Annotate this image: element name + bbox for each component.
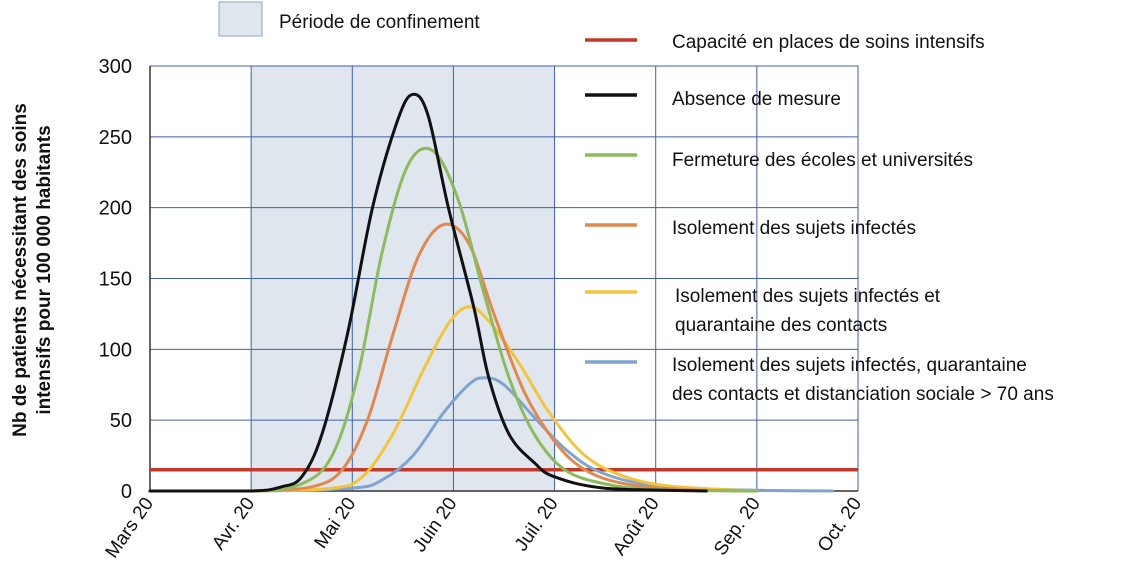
y-tick-label: 200 [99,198,132,220]
x-tick-label: Juin 20 [409,494,461,556]
legend: Période de confinement Capacité en place… [218,1,1054,405]
legend-label-series-4-line-2: quarantaine des contacts [675,315,887,336]
y-tick-labels: 0 50 100 150 200 250 300 [99,56,132,503]
legend-swatch-confinement [218,1,263,37]
y-tick-label: 150 [99,269,132,291]
legend-label-series-3: Isolement des sujets infectés [672,218,916,239]
y-axis-label-line-2: intensifs pour 100 000 habitants [34,125,55,414]
series-line-1 [148,92,708,493]
legend-label-series-4-line-1: Isolement des sujets infectés et [675,286,941,307]
y-tick-label: 50 [110,410,132,432]
x-tick-label: Août 20 [609,494,664,560]
x-tick-labels: Mars 20 Avr. 20 Mai 20 Juin 20 Juil. 20 Août … [102,494,867,562]
y-tick-label: 300 [99,56,132,78]
series-lines [148,92,835,493]
x-tick-label: Oct. 20 [814,494,866,556]
legend-label-series-5-line-1: Isolement des sujets infectés, quarantai… [672,355,1027,376]
x-tick-label: Juil. 20 [511,494,563,555]
legend-label-series-1: Absence de mesure [672,89,841,110]
y-axis-label-line-1: Nb de patients nécessitant des soins [10,103,31,437]
legend-label-series-5: Isolement des sujets infectés, quarantai… [672,355,1054,405]
y-tick-label: 100 [99,339,132,361]
x-tick-label: Avr. 20 [208,494,259,554]
legend-label-series-5-line-2: des contacts et distanciation sociale > … [672,384,1054,405]
legend-label-series-2: Fermeture des écoles et universités [672,150,973,171]
x-tick-label: Mars 20 [102,494,159,562]
legend-label-series-4: Isolement des sujets infectés et quarant… [675,286,945,336]
legend-label-confinement: Période de confinement [279,12,480,33]
series-line-4 [148,305,759,493]
y-tick-label: 250 [99,127,132,149]
y-tick-label: 0 [121,481,132,503]
legend-label-capacity: Capacité en places de soins intensifs [672,32,985,53]
x-tick-label: Sep. 20 [710,494,765,560]
x-tick-label: Mai 20 [310,494,360,553]
series-line-2 [148,146,759,493]
